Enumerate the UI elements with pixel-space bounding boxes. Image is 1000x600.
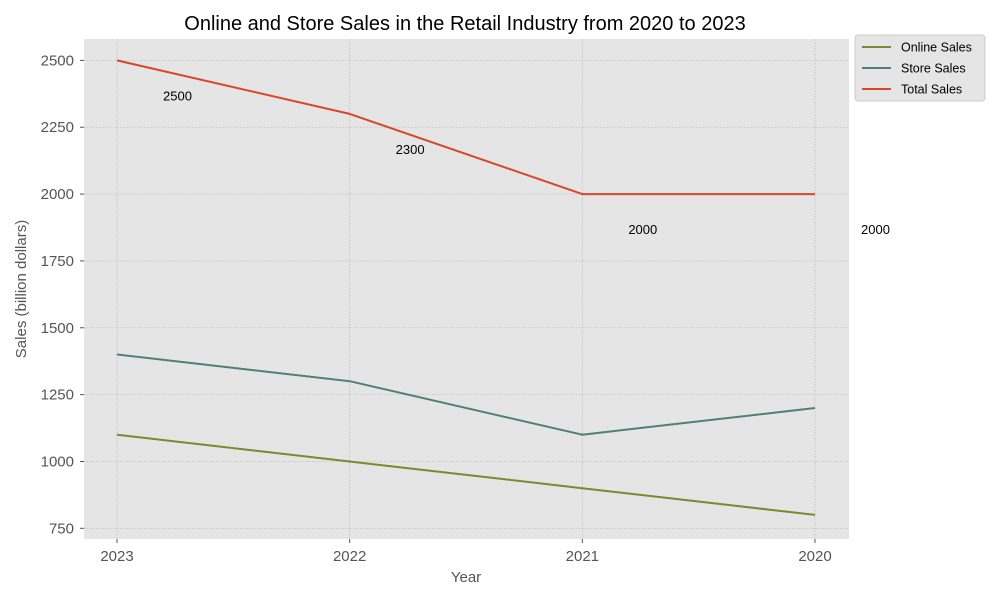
y-tick-label: 1500	[41, 320, 74, 337]
y-tick-label: 750	[49, 520, 74, 537]
chart-title: Online and Store Sales in the Retail Ind…	[184, 13, 745, 35]
x-tick-label: 2023	[100, 548, 133, 565]
y-axis-label: Sales (billion dollars)	[13, 220, 30, 358]
legend-entry: Online Sales	[901, 41, 972, 55]
series-line-online-sales	[116, 433, 816, 516]
legend-box	[854, 34, 986, 102]
legend: Online Sales Store Sales Total Sales	[854, 34, 986, 102]
legend-entry: Store Sales	[901, 62, 966, 76]
series-line-store-sales	[116, 353, 816, 436]
y-tick-label: 2250	[41, 119, 74, 136]
y-axis-ticks: 750 1000 1250 1500 1750 2000 2250 2500	[41, 52, 84, 537]
data-label: 2300	[396, 142, 425, 157]
data-label: 2000	[628, 222, 657, 237]
annotations: 2500 2300 2000 2000	[163, 88, 890, 237]
x-tick-label: 2020	[798, 548, 831, 565]
y-tick-label: 1000	[41, 453, 74, 470]
x-tick-label: 2021	[566, 548, 599, 565]
x-axis-label: Year	[451, 569, 481, 586]
y-tick-label: 2500	[41, 52, 74, 69]
data-label: 2000	[861, 222, 890, 237]
data-label: 2500	[163, 88, 192, 103]
grid	[84, 39, 849, 539]
y-tick-label: 1250	[41, 387, 74, 404]
y-tick-label: 2000	[41, 186, 74, 203]
series-lines	[116, 59, 816, 516]
y-tick-label: 1750	[41, 253, 74, 270]
legend-entry: Total Sales	[901, 83, 962, 97]
x-tick-label: 2022	[333, 548, 366, 565]
series-line-total-sales	[116, 59, 815, 196]
x-axis-ticks: 2023 2022 2021 2020	[100, 539, 832, 565]
plot-area	[84, 39, 849, 539]
